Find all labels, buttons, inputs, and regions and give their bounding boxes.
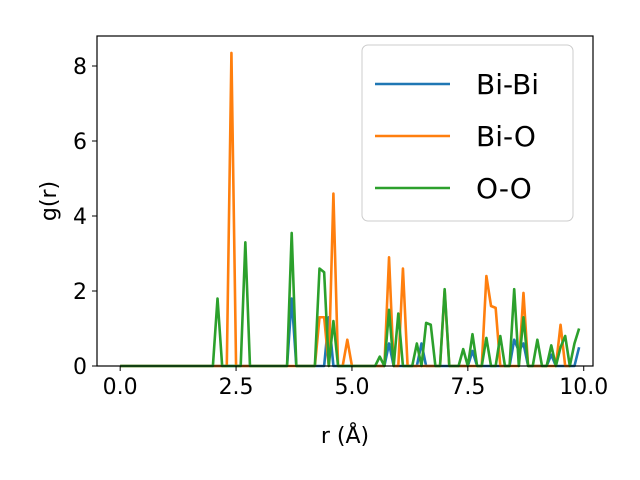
y-tick-label: 8 [73, 55, 87, 80]
legend-label: Bi-O [476, 120, 536, 153]
x-tick-label: 5.0 [334, 375, 369, 400]
legend-box [361, 44, 574, 222]
x-tick-label: 10.0 [559, 375, 608, 400]
y-axis-label: g(r) [37, 181, 62, 221]
series-line-1 [120, 51, 570, 368]
legend: Bi-Bi Bi-O O-O [361, 44, 574, 222]
x-tick-label: 2.5 [219, 375, 254, 400]
y-tick-label: 2 [73, 280, 87, 305]
legend-entries: Bi-Bi Bi-O O-O [375, 68, 539, 205]
plot-frame [96, 35, 594, 367]
x-axis: 0.0 2.5 5.0 7.5 10.0 [103, 366, 608, 400]
x-tick-label: 0.0 [103, 375, 138, 400]
legend-label: Bi-Bi [476, 68, 539, 101]
legend-label: O-O [476, 172, 532, 205]
y-axis: 0 2 4 6 8 [73, 55, 97, 380]
y-tick-label: 6 [73, 130, 87, 155]
x-axis-label: r (Å) [321, 422, 369, 449]
y-tick-label: 4 [73, 205, 87, 230]
y-tick-label: 0 [73, 355, 87, 380]
x-tick-label: 7.5 [450, 375, 485, 400]
